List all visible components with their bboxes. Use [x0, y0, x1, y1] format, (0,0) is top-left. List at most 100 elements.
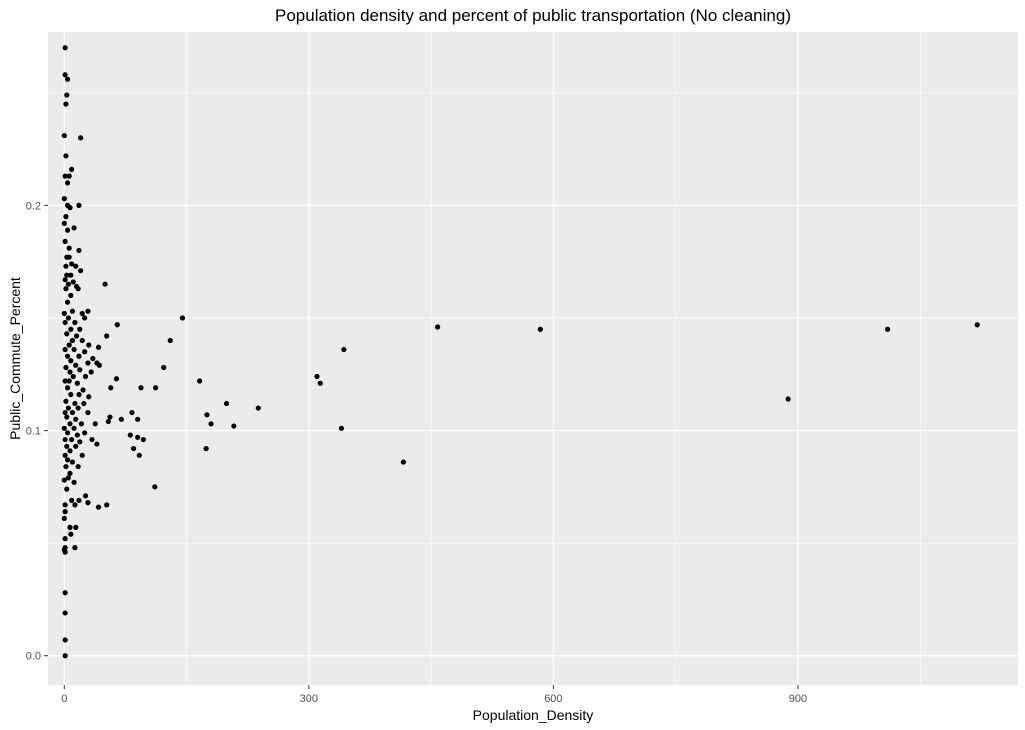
- data-point: [64, 272, 70, 278]
- data-point: [82, 430, 88, 436]
- data-point: [85, 360, 91, 366]
- data-point: [82, 493, 89, 499]
- data-point: [197, 378, 203, 384]
- data-point: [61, 310, 67, 317]
- data-point: [65, 315, 71, 321]
- data-point: [66, 245, 72, 251]
- data-point: [85, 308, 91, 314]
- data-point: [161, 364, 167, 371]
- data-point: [79, 337, 85, 344]
- data-point: [90, 355, 96, 362]
- data-point: [67, 524, 73, 530]
- data-point: [75, 405, 81, 411]
- data-point: [62, 637, 68, 643]
- data-point: [71, 479, 77, 485]
- data-point: [76, 353, 82, 359]
- data-point: [64, 92, 70, 98]
- data-point: [76, 202, 82, 208]
- data-point: [62, 378, 68, 384]
- data-point: [63, 286, 69, 292]
- data-point: [71, 346, 77, 353]
- data-point: [68, 272, 74, 278]
- data-point: [65, 475, 71, 481]
- data-point: [138, 385, 144, 391]
- y-axis-title: Public_Commute_Percent: [7, 277, 23, 440]
- data-point: [785, 396, 791, 402]
- data-point: [81, 400, 87, 407]
- data-point: [61, 425, 67, 431]
- data-point: [974, 322, 980, 328]
- data-point: [64, 76, 71, 82]
- data-point: [62, 319, 68, 326]
- data-point: [338, 425, 345, 431]
- data-point: [65, 405, 71, 411]
- x-axis-ticks: 0 300 600 900: [61, 685, 807, 705]
- data-point: [66, 342, 72, 348]
- data-point: [127, 432, 133, 438]
- data-point: [73, 443, 79, 449]
- major-grid-lines: [48, 32, 1018, 685]
- data-point: [72, 545, 78, 551]
- data-point: [78, 421, 85, 427]
- data-point: [64, 430, 71, 436]
- data-point: [107, 414, 113, 420]
- data-point: [71, 425, 77, 431]
- data-point: [80, 387, 86, 393]
- data-point: [79, 310, 85, 317]
- data-point: [108, 385, 114, 391]
- data-point: [64, 331, 70, 337]
- data-point: [85, 409, 91, 416]
- data-point: [77, 367, 83, 373]
- data-point: [130, 445, 137, 452]
- data-point: [72, 502, 78, 508]
- data-point: [231, 423, 237, 429]
- data-point: [89, 436, 95, 443]
- data-point: [69, 459, 76, 465]
- data-point: [65, 281, 71, 287]
- data-point: [82, 315, 88, 321]
- data-point: [73, 362, 79, 368]
- data-point: [135, 434, 141, 440]
- data-point: [64, 180, 71, 186]
- data-point: [179, 315, 186, 321]
- data-point: [61, 477, 67, 483]
- x-tick-label: 600: [544, 693, 562, 705]
- data-point: [66, 378, 72, 384]
- data-point: [62, 436, 68, 443]
- data-point: [62, 238, 68, 245]
- data-point: [73, 416, 79, 422]
- data-point: [102, 281, 108, 287]
- data-point: [136, 452, 142, 458]
- data-point: [62, 549, 68, 555]
- data-point: [82, 373, 89, 380]
- data-point: [69, 166, 75, 172]
- data-point: [61, 220, 67, 226]
- data-point: [79, 452, 85, 458]
- data-point: [78, 135, 84, 141]
- data-point: [77, 439, 83, 445]
- data-point: [78, 268, 84, 274]
- data-point: [68, 358, 74, 364]
- data-point: [68, 531, 74, 537]
- data-point: [341, 346, 347, 353]
- y-axis-ticks: 0.0 0.1 0.2: [26, 200, 48, 663]
- data-point: [884, 326, 891, 332]
- data-point: [61, 196, 67, 202]
- data-point: [118, 416, 124, 422]
- data-point: [70, 279, 76, 285]
- data-point: [63, 153, 69, 159]
- data-point: [76, 391, 82, 398]
- data-point: [69, 308, 76, 314]
- y-tick-label: 0.2: [26, 200, 41, 212]
- x-axis-title: Population_Density: [473, 707, 594, 723]
- data-point: [62, 452, 68, 458]
- data-point: [66, 173, 72, 179]
- data-point: [82, 349, 88, 355]
- data-point: [64, 443, 70, 449]
- data-point: [66, 254, 72, 260]
- data-point: [74, 380, 80, 386]
- data-point: [68, 292, 74, 299]
- data-point: [96, 362, 102, 368]
- data-point: [435, 324, 441, 330]
